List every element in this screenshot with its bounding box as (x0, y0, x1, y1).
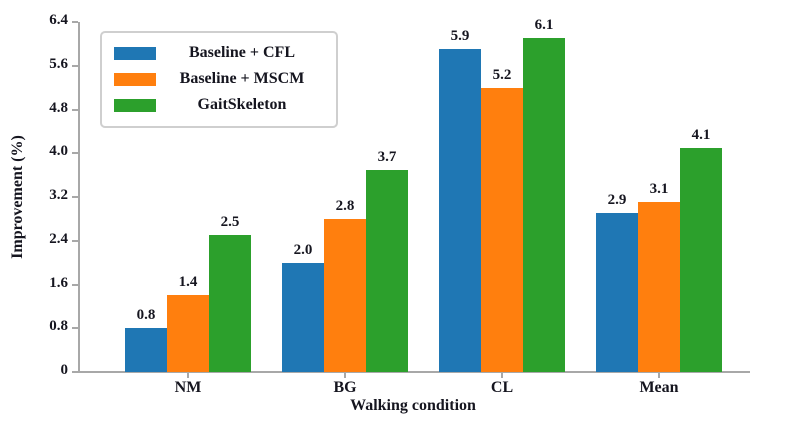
y-tick-mark (72, 152, 78, 155)
bar-baseline-cfl-mean (596, 213, 638, 372)
bar-value-label: 0.8 (136, 307, 156, 324)
bar-value-label: 6.1 (534, 17, 554, 34)
bar-gaitskeleton-cl (523, 38, 565, 372)
bar-baseline-mscm-cl (481, 87, 523, 372)
bar-value-label: 3.1 (649, 181, 669, 198)
bar-gaitskeleton-nm (209, 235, 251, 372)
bar-baseline-cfl-bg (282, 262, 324, 372)
y-tick-label: 4.0 (49, 143, 68, 160)
x-tick-label: CL (490, 379, 514, 396)
y-tick-label: 3.2 (49, 187, 68, 203)
legend-swatch (114, 72, 156, 86)
y-tick-mark (72, 108, 78, 111)
y-tick-label: 5.6 (49, 55, 68, 72)
legend-swatch (114, 46, 156, 60)
x-axis-spine (78, 371, 750, 373)
legend-label: GaitSkeleton (197, 96, 287, 113)
bar-value-label: 2.0 (293, 241, 313, 258)
legend-label: Baseline + CFL (188, 44, 295, 61)
legend-row: Baseline + CFL (110, 40, 328, 66)
bar-value-label: 2.8 (335, 197, 355, 214)
bar-baseline-mscm-nm (167, 295, 209, 372)
bar-gaitskeleton-bg (366, 169, 408, 372)
y-tick-label: 1.6 (49, 274, 68, 291)
legend: Baseline + CFL Baseline + MSCM GaitSkeleto… (100, 31, 338, 128)
legend-row: Baseline + MSCM (110, 66, 328, 92)
y-tick-mark (72, 196, 78, 198)
x-tick-mark (501, 373, 503, 378)
bar-value-label: 2.5 (220, 214, 240, 231)
y-tick-mark (72, 21, 78, 23)
legend-label: Baseline + MSCM (179, 70, 305, 87)
legend-swatch (114, 98, 156, 112)
y-axis-spine (78, 22, 80, 373)
x-tick-mark (187, 373, 189, 378)
x-axis-label: Walking condition (350, 397, 476, 414)
x-tick-label: Mean (639, 379, 679, 396)
x-tick-mark (658, 373, 660, 378)
x-tick-label: BG (333, 379, 357, 396)
y-tick-mark (72, 64, 78, 67)
y-tick-mark (72, 239, 78, 242)
bar-baseline-cfl-nm (125, 328, 167, 372)
bar-gaitskeleton-mean (680, 147, 722, 372)
y-tick-label: 6.4 (49, 12, 68, 28)
bar-value-label: 4.1 (691, 126, 711, 143)
y-tick-mark (72, 283, 78, 286)
bar-value-label: 5.2 (492, 66, 512, 83)
x-tick-label: NM (174, 379, 202, 396)
bar-value-label: 2.9 (607, 192, 627, 209)
bar-baseline-cfl-cl (439, 49, 481, 372)
x-tick-mark (344, 373, 346, 378)
y-tick-label: 2.4 (49, 230, 68, 247)
bar-baseline-mscm-mean (638, 202, 680, 372)
y-tick-label: 0.8 (49, 318, 68, 335)
legend-row: GaitSkeleton (110, 92, 328, 118)
bar-value-label: 1.4 (178, 274, 198, 291)
bar-value-label: 3.7 (377, 148, 397, 165)
y-tick-label: 4.8 (49, 99, 68, 116)
y-tick-mark (72, 327, 78, 330)
y-tick-label: 0 (60, 362, 69, 378)
bar-value-label: 5.9 (450, 28, 470, 45)
y-tick-mark (72, 371, 78, 373)
bar-baseline-mscm-bg (324, 218, 366, 372)
